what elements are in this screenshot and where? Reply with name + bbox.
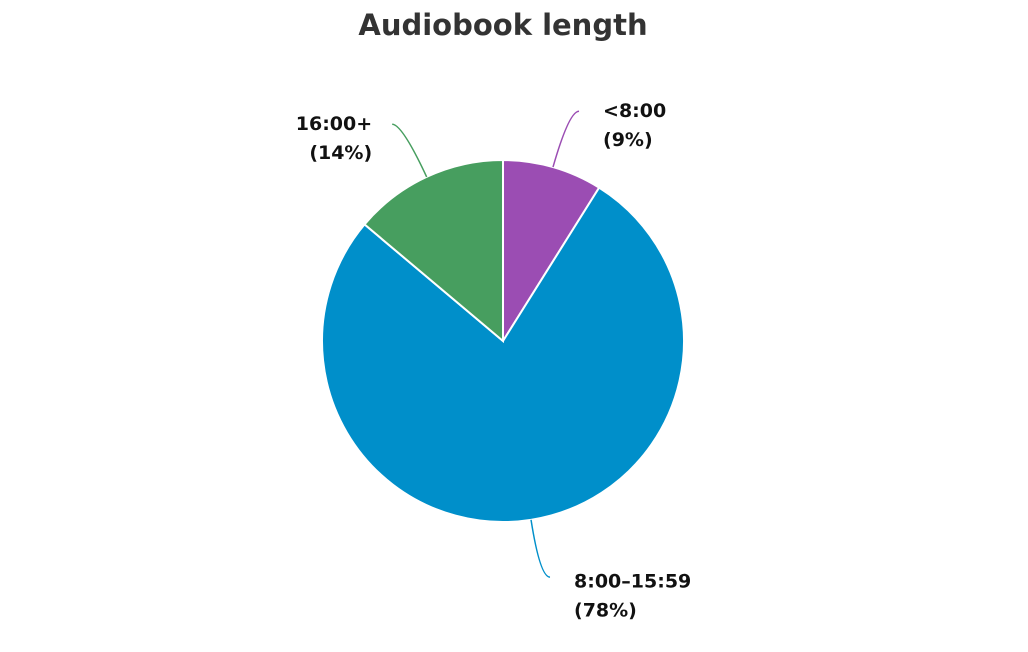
leader-line <box>530 519 551 578</box>
pie-slice <box>321 186 685 523</box>
slice-value-label: (9%) <box>603 129 653 151</box>
leader-line <box>552 110 580 168</box>
leader-line <box>392 123 428 178</box>
slice-value-label: (78%) <box>574 600 637 622</box>
chart-title: Audiobook length <box>358 8 647 42</box>
slice-label: 8:00–15:59 <box>574 571 691 593</box>
slice-label: <8:00 <box>603 100 666 122</box>
pie-slice <box>363 158 504 344</box>
slice-value-label: (14%) <box>309 142 372 164</box>
slice-label: 16:00+ <box>296 113 372 135</box>
